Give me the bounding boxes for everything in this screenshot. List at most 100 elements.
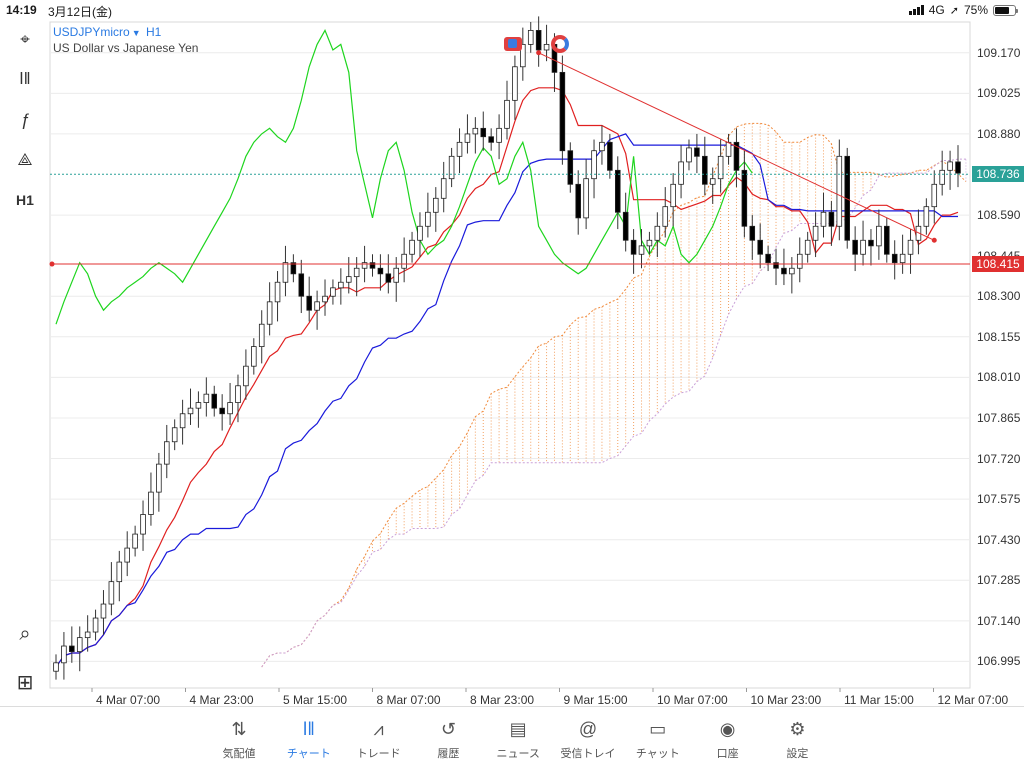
quotes-icon: ⇅ (231, 719, 247, 739)
zoom-icon[interactable]: ⌕ (19, 622, 31, 645)
price-tick: 107.140 (977, 613, 1021, 628)
candle-body (274, 281, 281, 303)
nav-tab-quotes[interactable]: ⇅ 気配値 (204, 717, 274, 761)
candle-body (266, 301, 273, 325)
candle-body (290, 262, 297, 275)
candle-body (599, 141, 605, 152)
candle-body (338, 281, 344, 289)
candle-body (345, 276, 352, 283)
objects-icon[interactable]: ⟁ (17, 150, 33, 169)
candle-body (947, 161, 953, 171)
candle-body (955, 161, 961, 174)
time-tick: 8 Mar 07:00 (376, 693, 441, 707)
symbol-description: US Dollar vs Japanese Yen (53, 41, 199, 55)
candle-body (527, 29, 534, 45)
candle-body (124, 547, 130, 563)
candle-body (100, 603, 107, 619)
nav-tab-account[interactable]: ◉ 口座 (693, 717, 763, 761)
mailbox-icon: @ (578, 719, 598, 739)
nav-tab-trade[interactable]: ⩘ トレード (344, 717, 414, 761)
candle-body (939, 169, 945, 185)
price-tick: 106.995 (977, 654, 1021, 669)
candle-body (607, 141, 613, 171)
settings-icon: ⚙ (789, 719, 806, 739)
signal-icon (908, 5, 924, 15)
candle-body (852, 239, 858, 255)
price-tick: 108.300 (977, 289, 1021, 304)
candle-body (741, 169, 748, 227)
bottom-nav: ⇅ 気配値 ǀ‖ チャート ⩘ トレード ↺ 履歴 ▤ ニュース @ 受信トレイ ▭ チャット ◉ 口座 ⚙ 設定 (0, 706, 1024, 768)
candle-body (163, 441, 170, 465)
candle-body (361, 262, 368, 269)
candle-body (702, 155, 708, 185)
nav-tab-mailbox[interactable]: @ 受信トレイ (553, 717, 623, 761)
candle-body (456, 141, 463, 157)
candle-body (488, 136, 494, 143)
candle-body (385, 273, 392, 283)
symbol-name[interactable]: USDJPYmicro (53, 25, 130, 39)
nav-tab-chart[interactable]: ǀ‖ チャート (274, 717, 344, 761)
symbol-info[interactable]: USDJPYmicro ▼ H1 US Dollar vs Japanese Ye… (53, 25, 198, 56)
buy-sell-marker-icon[interactable] (504, 37, 522, 51)
time-tick: 8 Mar 23:00 (470, 693, 535, 707)
indicators-icon[interactable]: ǀ‖ (19, 69, 31, 88)
candle-body (417, 225, 423, 241)
candle-body (251, 346, 257, 367)
nav-tab-settings[interactable]: ⚙ 設定 (762, 717, 832, 761)
candle-body (282, 262, 289, 283)
candle-body (899, 253, 906, 264)
crosshair-icon[interactable]: ⌖ (20, 30, 30, 49)
trend-line-anchor (536, 50, 542, 56)
function-icon[interactable]: ƒ (20, 110, 30, 129)
candle-body (765, 253, 771, 264)
add-icon[interactable]: ⊞ (16, 671, 34, 694)
nav-tab-chat[interactable]: ▭ チャット (623, 717, 693, 761)
candle-body (298, 273, 305, 297)
candle-body (678, 161, 684, 185)
candle-body (931, 183, 938, 208)
candle-body (868, 239, 874, 247)
candle-body (353, 267, 360, 278)
network-type: 4G (928, 3, 945, 17)
price-tick: 108.880 (977, 126, 1021, 141)
status-time: 14:19 (6, 3, 37, 17)
chart-frame (49, 21, 971, 689)
price-tick: 107.430 (977, 532, 1021, 547)
timeframe-button[interactable]: H1 (16, 192, 34, 208)
location-icon: ➚ (949, 4, 959, 17)
candle-body (907, 239, 914, 255)
candle-body (923, 206, 930, 227)
candle-body (860, 239, 866, 255)
history-icon: ↺ (440, 719, 456, 739)
candle-body (211, 393, 218, 409)
price-tick: 109.025 (977, 86, 1021, 101)
nav-tab-history[interactable]: ↺ 履歴 (413, 717, 483, 761)
kijun-sen-line (55, 133, 958, 668)
price-chart[interactable] (0, 0, 1024, 706)
candle-body (717, 155, 724, 180)
candle-body (401, 253, 407, 269)
candle-body (749, 225, 756, 241)
candle-body (496, 127, 502, 143)
dropdown-icon[interactable]: ▼ (131, 28, 141, 38)
candle-body (227, 402, 233, 415)
price-tick: 107.720 (977, 451, 1021, 466)
candle-body (614, 169, 621, 213)
time-tick: 10 Mar 23:00 (750, 693, 822, 707)
time-tick: 4 Mar 23:00 (189, 693, 254, 707)
candle-body (725, 141, 732, 157)
candle-body (884, 225, 890, 255)
candle-body (646, 239, 653, 247)
candle-body (876, 225, 882, 247)
candle-body (425, 211, 431, 227)
nav-tab-news[interactable]: ▤ ニュース (483, 717, 553, 761)
nav-tab-label: 気配値 (222, 748, 256, 760)
candle-body (306, 295, 312, 311)
price-tick: 107.285 (977, 573, 1021, 588)
candle-body (559, 71, 566, 152)
candle-body (804, 239, 811, 255)
candle-body (69, 645, 75, 653)
candle-body (812, 225, 819, 241)
nav-tab-label: チャート (286, 748, 331, 760)
event-marker-icon[interactable] (551, 35, 569, 53)
